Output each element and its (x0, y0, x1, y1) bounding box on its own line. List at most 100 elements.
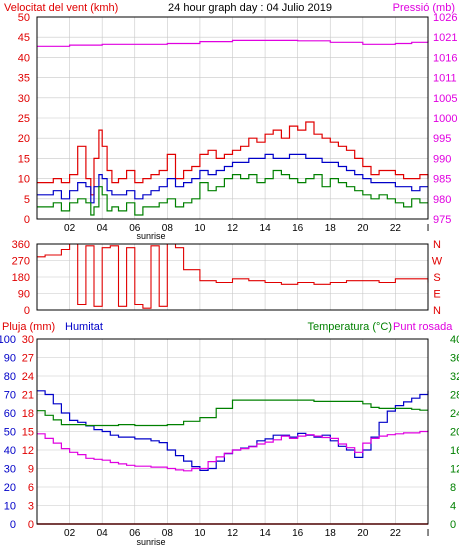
x-tick-wind: 12 (227, 223, 239, 234)
x-tick-humidity: 22 (390, 528, 402, 539)
y-tick-wind: 5 (24, 194, 30, 206)
y-tick-rain: 0 (28, 519, 34, 531)
y-tick-wind: 40 (18, 52, 30, 64)
y-tick-pressure: 985 (433, 174, 451, 186)
x-tick-humidity: 06 (129, 528, 141, 539)
chart-title: 24 hour graph day : 04 Julio 2019 (168, 2, 332, 14)
y-tick-pressure: 1021 (433, 32, 457, 44)
y-tick-humidity: 30 (4, 464, 16, 476)
ylabel-rain: Pluja (mm) (2, 321, 55, 333)
y-tick-wind: 50 (18, 12, 30, 24)
x-tick-humidity: 04 (97, 528, 109, 539)
x-tick-wind: 18 (325, 223, 337, 234)
y-tick-temperature: 12 (450, 464, 459, 476)
y-tick-temperature: 20 (450, 427, 459, 439)
compass-label: S (433, 272, 440, 284)
y-tick-direction: 360 (12, 239, 30, 251)
y-tick-temperature: 36 (450, 353, 459, 365)
y-tick-pressure: 1005 (433, 93, 457, 105)
y-tick-wind: 0 (24, 214, 30, 226)
y-tick-direction: 180 (12, 272, 30, 284)
y-tick-temperature: 4 (450, 501, 456, 513)
y-tick-pressure: 980 (433, 194, 451, 206)
y-tick-humidity: 70 (4, 390, 16, 402)
y-tick-direction: 0 (24, 305, 30, 317)
ylabel-pressure: Pressió (mb) (393, 2, 455, 14)
x-tick-humidity: 12 (227, 528, 239, 539)
y-tick-wind: 30 (18, 93, 30, 105)
y-tick-direction: 90 (18, 289, 30, 301)
x-tick-wind: 14 (260, 223, 272, 234)
series-speed (37, 169, 428, 216)
y-tick-temperature: 28 (450, 390, 459, 402)
x-tick-wind: 16 (292, 223, 304, 234)
series-temperature (37, 399, 428, 427)
y-tick-temperature: 40 (450, 334, 459, 346)
series-pressure (37, 39, 429, 47)
x-tick-wind: 06 (129, 223, 141, 234)
x-tick-humidity: 20 (357, 528, 369, 539)
y-tick-rain: 6 (28, 482, 34, 494)
x-tick-wind: 02 (64, 223, 76, 234)
y-tick-rain: 3 (28, 501, 34, 513)
y-tick-pressure: 1000 (433, 113, 457, 125)
y-tick-wind: 25 (18, 113, 30, 125)
x-tick-wind: I (427, 223, 430, 234)
y-tick-wind: 10 (18, 174, 30, 186)
y-tick-humidity: 50 (4, 427, 16, 439)
y-tick-humidity: 20 (4, 482, 16, 494)
y-tick-rain: 27 (22, 353, 34, 365)
ylabel-dewpoint: Punt rosada (393, 321, 453, 333)
y-tick-humidity: 40 (4, 445, 16, 457)
y-tick-humidity: 100 (0, 334, 16, 346)
x-tick-wind: 04 (97, 223, 109, 234)
y-tick-temperature: 8 (450, 482, 456, 494)
y-tick-humidity: 60 (4, 408, 16, 420)
x-tick-humidity: 14 (260, 528, 272, 539)
x-tick-humidity: I (427, 528, 430, 539)
compass-label: N (433, 239, 441, 251)
ylabel-humidity: Humitat (65, 321, 103, 333)
x-tick-humidity: 18 (325, 528, 337, 539)
y-tick-pressure: 1011 (433, 73, 457, 85)
y-tick-wind: 35 (18, 73, 30, 85)
plot-frame-direction (36, 243, 429, 311)
ylabel-wind: Velocitat del vent (kmh) (4, 2, 118, 14)
y-tick-direction: 270 (12, 256, 30, 268)
x-tick-wind: 20 (357, 223, 369, 234)
plot-frame-humidity (36, 338, 429, 525)
x-tick-humidity: 16 (292, 528, 304, 539)
y-tick-rain: 9 (28, 464, 34, 476)
y-tick-temperature: 32 (450, 371, 459, 383)
y-tick-pressure: 1016 (433, 52, 457, 64)
y-tick-humidity: 10 (4, 501, 16, 513)
y-tick-pressure: 990 (433, 153, 451, 165)
sunrise-label: sunrise (137, 231, 166, 241)
x-tick-wind: 22 (390, 223, 402, 234)
y-tick-humidity: 90 (4, 353, 16, 365)
ylabel-temperature: Temperatura (°C) (308, 321, 392, 333)
plot-frame-wind (36, 16, 429, 220)
compass-label: W (432, 256, 443, 268)
y-tick-wind: 45 (18, 32, 30, 44)
x-tick-wind: 08 (162, 223, 174, 234)
y-tick-rain: 21 (22, 390, 34, 402)
series-gust (37, 121, 429, 196)
y-tick-pressure: 995 (433, 133, 451, 145)
y-tick-pressure: 975 (433, 214, 451, 226)
y-tick-rain: 24 (22, 371, 34, 383)
series-average (37, 153, 428, 204)
compass-label: E (433, 289, 440, 301)
y-tick-wind: 15 (18, 153, 30, 165)
y-tick-humidity: 0 (10, 519, 16, 531)
y-tick-humidity: 80 (4, 371, 16, 383)
y-tick-rain: 30 (22, 334, 34, 346)
y-tick-temperature: 16 (450, 445, 459, 457)
series-dewpoint (37, 430, 429, 472)
compass-label: N (433, 305, 441, 317)
x-tick-humidity: 08 (162, 528, 174, 539)
y-tick-pressure: 1026 (433, 12, 457, 24)
y-tick-wind: 20 (18, 133, 30, 145)
